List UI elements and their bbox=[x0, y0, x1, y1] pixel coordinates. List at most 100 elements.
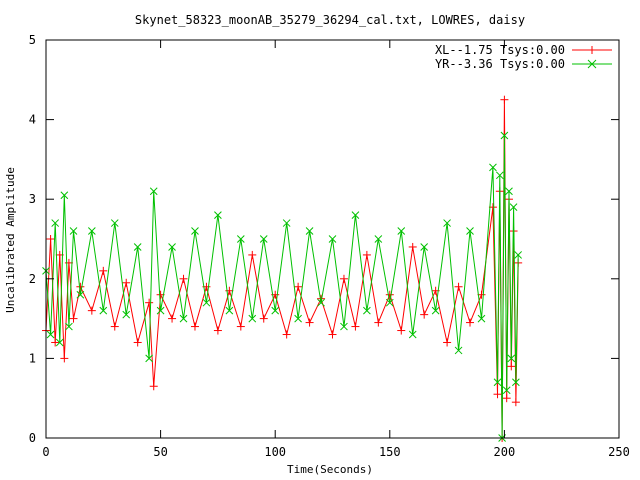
data-point-yr bbox=[363, 306, 371, 315]
data-point-yr bbox=[248, 314, 257, 323]
x-tick-label: 250 bbox=[608, 445, 630, 459]
data-point-xl bbox=[46, 235, 55, 243]
data-point-yr bbox=[294, 314, 302, 323]
data-point-xl bbox=[168, 314, 177, 323]
data-point-yr bbox=[466, 227, 474, 235]
data-point-xl bbox=[351, 322, 360, 331]
data-point-yr bbox=[202, 298, 211, 307]
data-point-xl bbox=[466, 318, 475, 327]
data-point-yr bbox=[328, 235, 337, 243]
data-point-xl bbox=[397, 326, 406, 335]
data-point-xl bbox=[213, 326, 222, 335]
data-point-yr bbox=[99, 306, 108, 315]
data-point-xl bbox=[374, 318, 383, 327]
data-point-yr bbox=[495, 171, 504, 180]
data-point-yr bbox=[145, 354, 153, 363]
series-line-xl bbox=[45, 99, 519, 439]
data-point-xl bbox=[408, 242, 417, 251]
data-point-yr bbox=[514, 251, 523, 259]
data-point-xl bbox=[443, 338, 452, 347]
data-point-xl bbox=[454, 282, 463, 291]
data-point-yr bbox=[509, 203, 518, 212]
data-point-yr bbox=[46, 330, 55, 339]
data-point-yr bbox=[493, 378, 502, 387]
data-point-yr bbox=[271, 306, 280, 315]
data-point-yr bbox=[214, 211, 222, 219]
y-tick-label: 3 bbox=[29, 192, 36, 206]
data-point-xl bbox=[60, 354, 69, 363]
x-axis-label: Time(Seconds) bbox=[287, 463, 373, 476]
data-point-yr bbox=[65, 322, 73, 331]
data-point-yr bbox=[51, 219, 60, 227]
data-point-xl bbox=[339, 274, 348, 283]
series-yr bbox=[42, 131, 523, 442]
legend-marker-yr bbox=[587, 59, 597, 69]
data-point-xl bbox=[99, 266, 108, 275]
x-tick-label: 200 bbox=[494, 445, 516, 459]
y-tick-label: 0 bbox=[29, 431, 36, 445]
data-point-yr bbox=[489, 163, 497, 172]
data-point-yr bbox=[505, 187, 513, 196]
data-point-xl bbox=[282, 330, 291, 339]
x-tick-label: 0 bbox=[42, 445, 49, 459]
chart-title: Skynet_58323_moonAB_35279_36294_cal.txt,… bbox=[135, 13, 525, 27]
data-point-xl bbox=[248, 250, 257, 259]
data-point-yr bbox=[443, 219, 451, 227]
data-point-xl bbox=[500, 95, 509, 104]
data-point-yr bbox=[133, 243, 142, 251]
data-point-yr bbox=[225, 306, 234, 315]
data-point-yr bbox=[385, 298, 394, 307]
data-point-yr bbox=[236, 235, 245, 243]
data-point-yr bbox=[431, 306, 440, 315]
data-point-yr bbox=[317, 298, 325, 307]
data-point-yr bbox=[76, 290, 85, 299]
data-point-yr bbox=[477, 314, 486, 323]
y-tick-label: 4 bbox=[29, 113, 36, 127]
data-point-xl bbox=[305, 318, 314, 327]
series-line-yr bbox=[45, 135, 519, 439]
data-point-xl bbox=[149, 382, 158, 391]
data-point-xl bbox=[51, 338, 60, 347]
data-point-yr bbox=[149, 187, 158, 196]
plot-frame bbox=[45, 39, 620, 439]
y-tick-label: 5 bbox=[29, 33, 36, 47]
data-point-xl bbox=[87, 306, 96, 315]
data-point-yr bbox=[512, 378, 520, 387]
data-point-yr bbox=[122, 310, 131, 319]
tick-layer: 0 50 100 150 200 250 0 1 2 3 4 5 bbox=[29, 33, 630, 459]
data-point-xl bbox=[179, 274, 188, 283]
data-point-yr bbox=[191, 227, 199, 235]
data-point-yr bbox=[156, 306, 165, 315]
series-xl bbox=[42, 95, 523, 442]
data-point-yr bbox=[420, 243, 429, 251]
data-point-xl bbox=[236, 322, 245, 331]
data-point-xl bbox=[493, 390, 502, 399]
data-point-yr bbox=[179, 314, 188, 323]
data-point-xl bbox=[507, 362, 516, 371]
data-point-yr bbox=[69, 227, 78, 235]
data-point-yr bbox=[374, 235, 383, 243]
legend-label-yr: YR--3.36 Tsys:0.00 bbox=[435, 57, 565, 71]
data-point-xl bbox=[502, 394, 511, 403]
data-point-xl bbox=[69, 314, 78, 323]
y-axis-label: Uncalibrated Amplitude bbox=[4, 167, 17, 313]
data-point-xl bbox=[420, 310, 429, 319]
data-point-yr bbox=[282, 219, 291, 227]
x-tick-label: 100 bbox=[264, 445, 286, 459]
data-point-xl bbox=[328, 330, 337, 339]
data-point-xl bbox=[76, 282, 85, 291]
data-point-yr bbox=[397, 227, 406, 235]
data-point-yr bbox=[55, 338, 64, 347]
data-point-yr bbox=[259, 235, 268, 243]
y-tick-label: 2 bbox=[29, 272, 36, 286]
data-point-xl bbox=[190, 322, 199, 331]
data-point-xl bbox=[110, 322, 119, 331]
data-point-xl bbox=[385, 290, 394, 299]
data-point-xl bbox=[259, 314, 268, 323]
series-layer bbox=[42, 95, 523, 442]
data-point-yr bbox=[502, 386, 511, 395]
data-point-yr bbox=[87, 227, 96, 235]
data-point-xl bbox=[294, 282, 303, 291]
data-point-xl bbox=[362, 250, 371, 259]
